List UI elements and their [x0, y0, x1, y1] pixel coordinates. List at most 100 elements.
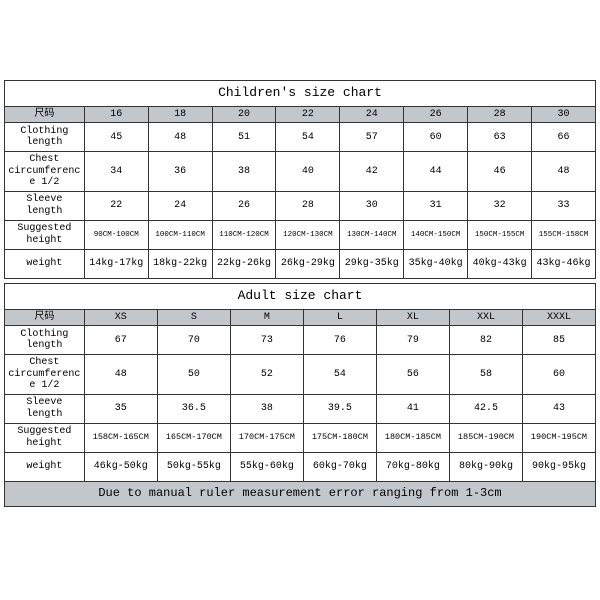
adult-cell: 79 [376, 326, 449, 355]
adult-cell: 56 [376, 355, 449, 395]
children-row-label: weight [5, 249, 85, 278]
children-size-header: 20 [212, 106, 276, 123]
children-cell: 44 [404, 152, 468, 192]
adult-cell: 60 [522, 355, 595, 395]
children-cell: 42 [340, 152, 404, 192]
adult-label-col-header: 尺码 [5, 309, 85, 326]
adult-cell: 170CM-175CM [230, 423, 303, 452]
children-cell: 28 [276, 191, 340, 220]
adult-row-label: Chest circumference 1/2 [5, 355, 85, 395]
children-size-header: 22 [276, 106, 340, 123]
children-cell: 40 [276, 152, 340, 192]
children-cell: 33 [532, 191, 596, 220]
children-row-label: Sleeve length [5, 191, 85, 220]
adult-cell: 41 [376, 394, 449, 423]
adult-cell: 39.5 [303, 394, 376, 423]
children-cell: 26kg-29kg [276, 249, 340, 278]
children-size-header: 16 [84, 106, 148, 123]
adult-row-label: Sleeve length [5, 394, 85, 423]
adult-cell: 46kg-50kg [84, 452, 157, 481]
children-cell: 155CM-158CM [532, 220, 596, 249]
adult-size-header: XL [376, 309, 449, 326]
children-cell: 54 [276, 123, 340, 152]
adult-size-table: Adult size chart 尺码XSSMLXLXXLXXXL Clothi… [4, 283, 596, 507]
adult-cell: 60kg-70kg [303, 452, 376, 481]
measurement-note: Due to manual ruler measurement error ra… [5, 481, 596, 506]
children-cell: 22 [84, 191, 148, 220]
adult-row-label: Clothing length [5, 326, 85, 355]
adult-cell: 85 [522, 326, 595, 355]
adult-cell: 82 [449, 326, 522, 355]
children-size-header: 26 [404, 106, 468, 123]
adult-cell: 70 [157, 326, 230, 355]
adult-cell: 48 [84, 355, 157, 395]
children-cell: 26 [212, 191, 276, 220]
children-cell: 66 [532, 123, 596, 152]
children-size-table: Children's size chart 尺码1618202224262830… [4, 80, 596, 279]
adult-cell: 42.5 [449, 394, 522, 423]
children-cell: 110CM-120CM [212, 220, 276, 249]
adult-cell: 52 [230, 355, 303, 395]
adult-cell: 190CM-195CM [522, 423, 595, 452]
children-size-header: 18 [148, 106, 212, 123]
children-cell: 48 [148, 123, 212, 152]
children-cell: 40kg-43kg [468, 249, 532, 278]
children-cell: 32 [468, 191, 532, 220]
adult-size-header: XXL [449, 309, 522, 326]
children-cell: 22kg-26kg [212, 249, 276, 278]
children-cell: 60 [404, 123, 468, 152]
children-cell: 36 [148, 152, 212, 192]
children-size-header: 28 [468, 106, 532, 123]
children-cell: 140CM-150CM [404, 220, 468, 249]
children-cell: 30 [340, 191, 404, 220]
adult-size-header: XS [84, 309, 157, 326]
adult-cell: 50kg-55kg [157, 452, 230, 481]
children-cell: 150CM-155CM [468, 220, 532, 249]
children-title: Children's size chart [5, 81, 596, 107]
adult-cell: 50 [157, 355, 230, 395]
adult-cell: 58 [449, 355, 522, 395]
adult-title: Adult size chart [5, 283, 596, 309]
adult-row-label: weight [5, 452, 85, 481]
size-chart-container: Children's size chart 尺码1618202224262830… [0, 0, 600, 507]
children-cell: 63 [468, 123, 532, 152]
adult-cell: 76 [303, 326, 376, 355]
adult-cell: 70kg-80kg [376, 452, 449, 481]
children-cell: 120CM-130CM [276, 220, 340, 249]
adult-cell: 165CM-170CM [157, 423, 230, 452]
children-cell: 38 [212, 152, 276, 192]
children-cell: 24 [148, 191, 212, 220]
children-cell: 57 [340, 123, 404, 152]
children-cell: 43kg-46kg [532, 249, 596, 278]
children-cell: 48 [532, 152, 596, 192]
children-row-label: Clothing length [5, 123, 85, 152]
adult-cell: 54 [303, 355, 376, 395]
children-cell: 100CM-110CM [148, 220, 212, 249]
adult-cell: 55kg-60kg [230, 452, 303, 481]
adult-cell: 158CM-165CM [84, 423, 157, 452]
children-label-col-header: 尺码 [5, 106, 85, 123]
adult-cell: 43 [522, 394, 595, 423]
children-cell: 130CM-140CM [340, 220, 404, 249]
adult-cell: 73 [230, 326, 303, 355]
adult-row-label: Suggested height [5, 423, 85, 452]
adult-cell: 80kg-90kg [449, 452, 522, 481]
adult-cell: 67 [84, 326, 157, 355]
children-size-header: 30 [532, 106, 596, 123]
children-cell: 18kg-22kg [148, 249, 212, 278]
adult-cell: 185CM-190CM [449, 423, 522, 452]
adult-cell: 35 [84, 394, 157, 423]
adult-cell: 90kg-95kg [522, 452, 595, 481]
adult-size-header: XXXL [522, 309, 595, 326]
adult-cell: 180CM-185CM [376, 423, 449, 452]
children-cell: 46 [468, 152, 532, 192]
children-cell: 45 [84, 123, 148, 152]
adult-size-header: M [230, 309, 303, 326]
children-cell: 29kg-35kg [340, 249, 404, 278]
children-size-header: 24 [340, 106, 404, 123]
children-cell: 14kg-17kg [84, 249, 148, 278]
children-cell: 90CM-100CM [84, 220, 148, 249]
children-cell: 35kg-40kg [404, 249, 468, 278]
adult-size-header: L [303, 309, 376, 326]
adult-cell: 36.5 [157, 394, 230, 423]
